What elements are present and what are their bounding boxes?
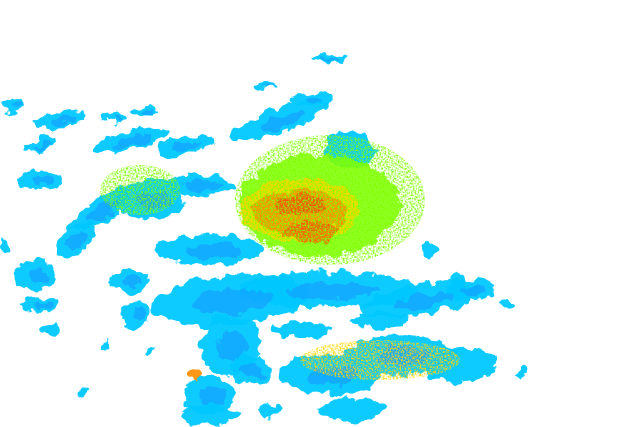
medium-echo: [218, 331, 248, 361]
light-echo: [315, 398, 385, 422]
speckle-layer: [100, 135, 460, 380]
medium-echo: [173, 141, 203, 151]
strong-speckle: [300, 340, 460, 380]
medium-echo: [28, 268, 48, 284]
light-echo: [80, 388, 90, 396]
medium-echo: [112, 116, 124, 122]
light-echo: [270, 322, 330, 338]
medium-echo: [460, 286, 486, 296]
heavy-echo: [187, 367, 203, 379]
medium-echo: [393, 291, 453, 311]
medium-echo: [34, 141, 52, 151]
light-echo: [514, 368, 526, 376]
moderate-speckle: [100, 165, 180, 215]
light-echo: [497, 301, 513, 309]
light-echo: [450, 275, 470, 285]
medium-echo: [303, 97, 323, 105]
medium-echo: [193, 288, 273, 314]
medium-echo: [324, 57, 342, 61]
medium-echo: [113, 134, 153, 148]
medium-echo: [32, 176, 54, 186]
medium-echo: [130, 310, 146, 322]
medium-echo: [185, 181, 221, 191]
light-echo: [42, 325, 58, 335]
medium-echo: [10, 103, 20, 111]
light-echo: [350, 312, 410, 328]
medium-echo: [33, 302, 53, 310]
medium-echo: [259, 110, 307, 132]
medium-echo: [123, 275, 143, 287]
medium-echo: [185, 243, 241, 259]
moderate-speckle: [235, 135, 425, 265]
light-echo: [100, 340, 110, 350]
medium-echo: [67, 231, 89, 251]
medium-echo: [243, 363, 263, 379]
medium-echo: [288, 282, 378, 300]
medium-echo: [262, 84, 274, 88]
medium-echo: [200, 386, 226, 406]
light-echo: [420, 244, 440, 256]
light-echo: [144, 347, 156, 353]
light-echo: [180, 405, 240, 425]
medium-echo: [50, 116, 76, 126]
medium-echo: [142, 111, 154, 115]
light-echo: [258, 404, 282, 416]
light-echo: [0, 239, 11, 251]
